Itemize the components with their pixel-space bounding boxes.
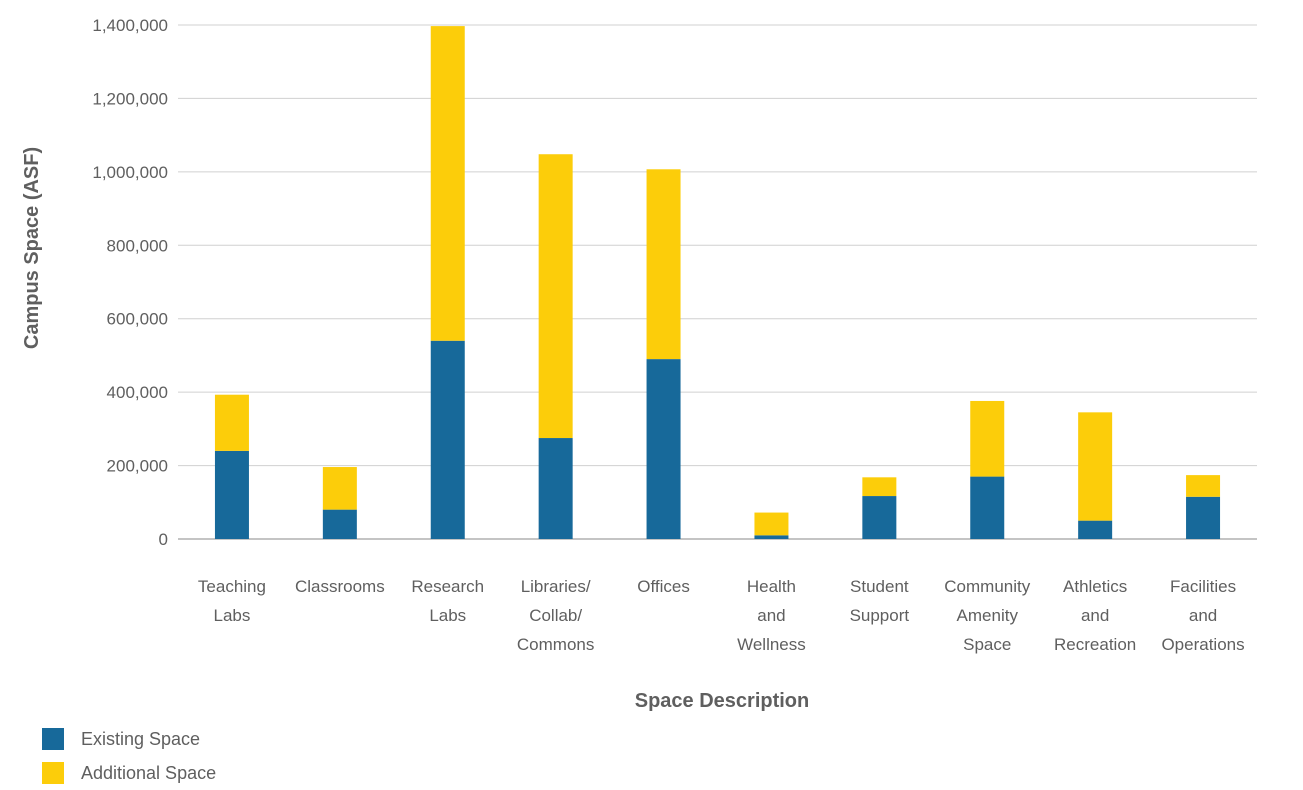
- legend-swatch-existing: [42, 728, 64, 750]
- legend-item-additional[interactable]: Additional Space: [42, 756, 216, 790]
- bar-existing-space[interactable]: [322, 509, 357, 539]
- bar-additional-space[interactable]: [1186, 475, 1221, 497]
- x-tick-label: Student Support: [850, 577, 910, 625]
- bar-existing-space[interactable]: [538, 438, 573, 539]
- legend: Existing Space Additional Space: [42, 722, 216, 790]
- x-tick-label: Facilities and Operations: [1161, 577, 1244, 654]
- bar-existing-space[interactable]: [646, 359, 681, 539]
- y-tick-label: 600,000: [107, 310, 168, 329]
- x-tick-label: Teaching Labs: [198, 577, 266, 625]
- x-tick-label: Health and Wellness: [737, 577, 806, 654]
- x-axis-categories: Teaching Labs Classrooms Research Labs Librar…: [198, 577, 1245, 654]
- bar-existing-space[interactable]: [754, 535, 789, 539]
- bar-additional-space[interactable]: [862, 477, 897, 497]
- y-tick-label: 1,400,000: [92, 16, 168, 35]
- stacked-bar-chart: 0 200,000 400,000 600,000 800,000 1,000,000 1,…: [21, 16, 1257, 712]
- y-axis-title: Campus Space (ASF): [21, 147, 43, 349]
- bar-existing-space[interactable]: [1186, 496, 1221, 539]
- bar-existing-space[interactable]: [1078, 520, 1113, 539]
- bar-existing-space[interactable]: [430, 340, 465, 539]
- gridlines: [178, 24, 1257, 540]
- x-tick-label: Offices: [637, 577, 690, 596]
- bar-additional-space[interactable]: [970, 400, 1005, 477]
- bar-additional-space[interactable]: [430, 26, 465, 341]
- legend-swatch-additional: [42, 762, 64, 784]
- bar-existing-space[interactable]: [214, 450, 249, 539]
- bar-additional-space[interactable]: [214, 394, 249, 451]
- y-tick-label: 800,000: [107, 236, 168, 255]
- y-tick-label: 200,000: [107, 457, 168, 476]
- x-tick-label: Classrooms: [295, 577, 385, 596]
- x-axis-title: Space Description: [635, 690, 810, 712]
- x-tick-label: Athletics and Recreation: [1054, 577, 1136, 654]
- bar-additional-space[interactable]: [1078, 412, 1113, 521]
- bar-additional-space[interactable]: [646, 169, 681, 360]
- bar-additional-space[interactable]: [754, 512, 789, 536]
- y-tick-label: 1,000,000: [92, 163, 168, 182]
- bar-existing-space[interactable]: [970, 476, 1005, 539]
- x-tick-label: Community Amenity Space: [944, 577, 1030, 654]
- bar-additional-space[interactable]: [322, 467, 357, 510]
- y-axis-ticks: 0 200,000 400,000 600,000 800,000 1,000,000 1,…: [92, 16, 168, 549]
- y-tick-label: 400,000: [107, 383, 168, 402]
- x-tick-label: Libraries/Collab/Commons: [517, 577, 594, 654]
- y-tick-label: 1,200,000: [92, 89, 168, 108]
- bars: [214, 26, 1221, 539]
- y-tick-label: 0: [159, 530, 168, 549]
- bar-existing-space[interactable]: [862, 496, 897, 539]
- legend-item-existing[interactable]: Existing Space: [42, 722, 216, 756]
- x-tick-label: Research Labs: [411, 577, 484, 625]
- bar-additional-space[interactable]: [538, 154, 573, 439]
- legend-label-existing: Existing Space: [81, 728, 201, 749]
- legend-label-additional: Additional Space: [81, 762, 217, 783]
